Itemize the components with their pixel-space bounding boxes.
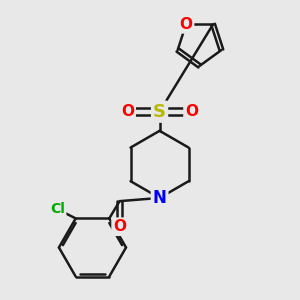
Text: Cl: Cl [50,202,65,216]
Text: O: O [121,104,134,119]
Text: O: O [113,219,126,234]
Text: O: O [185,104,198,119]
Text: N: N [153,189,166,207]
Text: S: S [153,103,166,121]
Text: O: O [179,17,193,32]
